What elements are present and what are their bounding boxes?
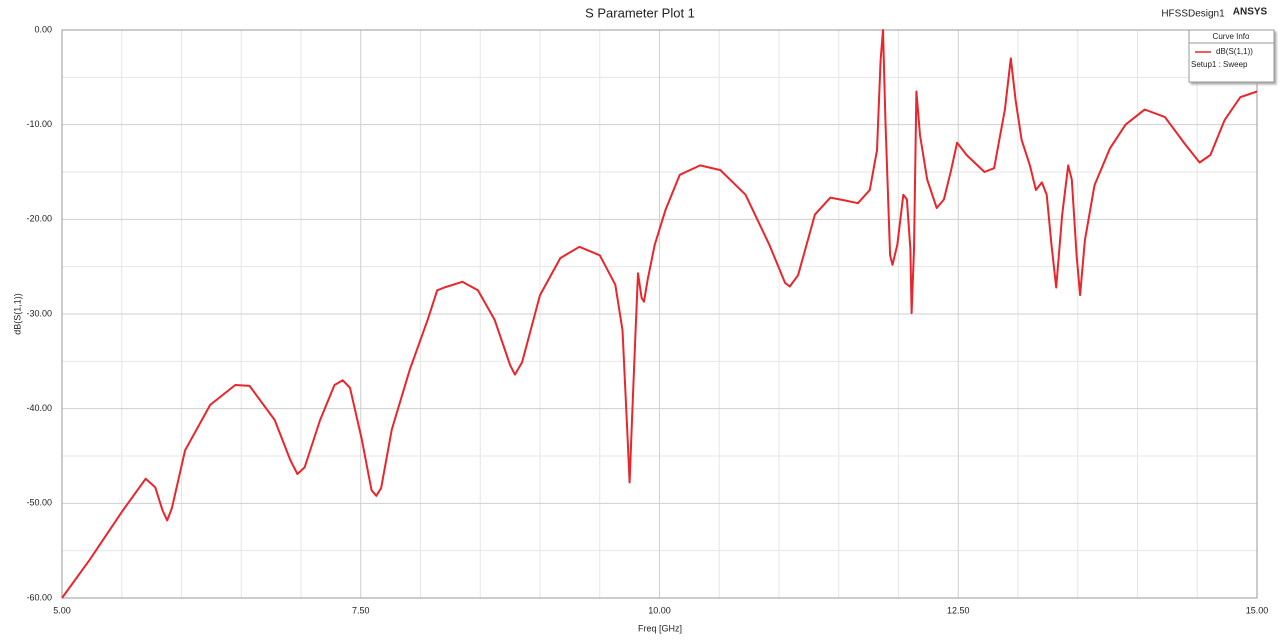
chart-title: S Parameter Plot 1 [585,5,695,20]
plot-area: 5.00 7.50 10.00 12.50 15.00 0.00 -10.00 -20.00 -… [26,24,1268,615]
x-tick-label: 5.00 [53,605,71,615]
legend-box [1188,29,1275,83]
x-axis-label: Freq [GHz] [638,623,682,633]
y-axis-label: dB(S(1,1)) [12,293,22,335]
design-name: HFSSDesign1 [1161,9,1225,20]
x-tick-label: 12.50 [947,605,970,615]
plot-frame [61,29,1258,599]
data-line [61,29,1258,599]
legend-title: Curve Info [1213,32,1250,41]
y-tick-label: -40.00 [26,403,52,413]
y-tick-label: -60.00 [26,592,52,602]
brand: ANSYS [1233,7,1268,18]
legend: Curve Info dB(S(1,1)) Setup1 : Sweep [1188,29,1275,83]
y-tick-label: 0.00 [34,24,52,34]
x-tick-label: 15.00 [1246,605,1269,615]
x-tick-label: 10.00 [648,605,671,615]
legend-note: Setup1 : Sweep [1191,60,1248,69]
y-tick-label: -20.00 [26,214,52,224]
y-tick-label: -10.00 [26,119,52,129]
y-tick-label: -30.00 [26,308,52,318]
x-tick-label: 7.50 [352,605,370,615]
legend-label: dB(S(1,1)) [1216,47,1253,56]
y-tick-label: -50.00 [26,498,52,508]
